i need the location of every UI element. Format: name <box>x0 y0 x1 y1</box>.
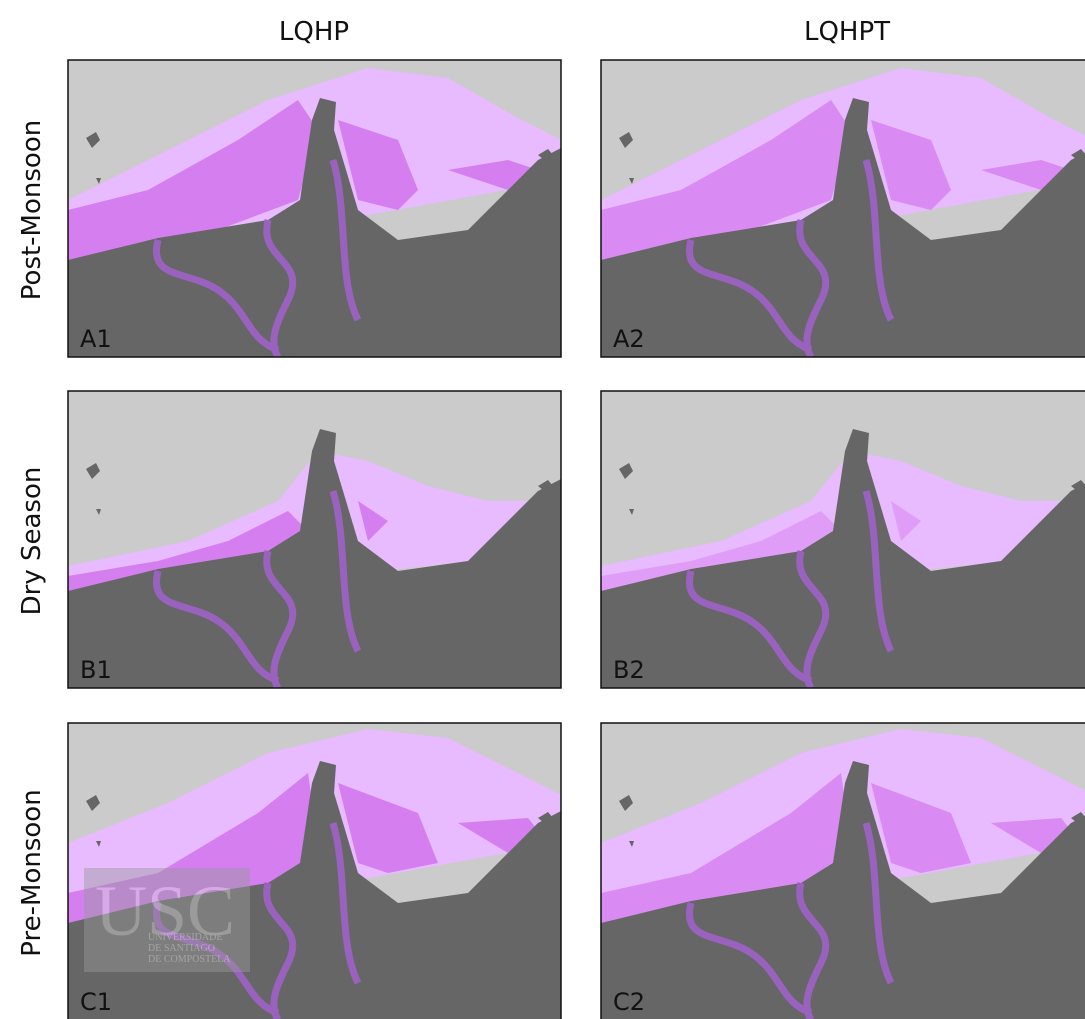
panel-label: A1 <box>80 325 112 353</box>
watermark-text: DE SANTIAGO <box>148 943 215 954</box>
map-panel: C2 <box>601 723 1085 1019</box>
panel-label: B2 <box>613 656 645 684</box>
figure: LQHP LQHPT Post-Monsoon Dry Season Pre-Monso… <box>0 0 1085 1019</box>
map-content <box>68 391 561 688</box>
map-content <box>601 723 1085 1019</box>
column-header: LQHPT <box>804 17 890 47</box>
panel-label: C2 <box>613 988 645 1016</box>
map-content <box>601 60 1085 357</box>
map-content <box>68 60 561 357</box>
panel-label: C1 <box>80 988 112 1016</box>
panel-label: A2 <box>613 325 645 353</box>
map-panel: B2 <box>601 391 1085 688</box>
map-panel: A2 <box>601 60 1085 357</box>
map-content <box>601 391 1085 688</box>
watermark-text: UNIVERSIDADE <box>148 932 222 943</box>
watermark-text: DE COMPOSTELA <box>148 954 231 965</box>
map-panel: B1 <box>68 391 561 688</box>
panel-label: B1 <box>80 656 112 684</box>
row-label: Dry Season <box>17 467 47 616</box>
row-label: Post-Monsoon <box>17 120 47 300</box>
column-header: LQHP <box>279 17 349 47</box>
map-panel: A1 <box>68 60 561 357</box>
row-label: Pre-Monsoon <box>17 789 47 956</box>
